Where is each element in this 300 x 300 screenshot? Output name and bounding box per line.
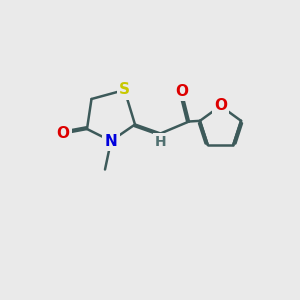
Text: O: O: [214, 98, 227, 113]
Text: O: O: [56, 126, 70, 141]
Text: N: N: [105, 134, 117, 148]
Text: S: S: [119, 82, 130, 98]
Text: O: O: [175, 84, 188, 99]
Text: H: H: [155, 135, 166, 149]
